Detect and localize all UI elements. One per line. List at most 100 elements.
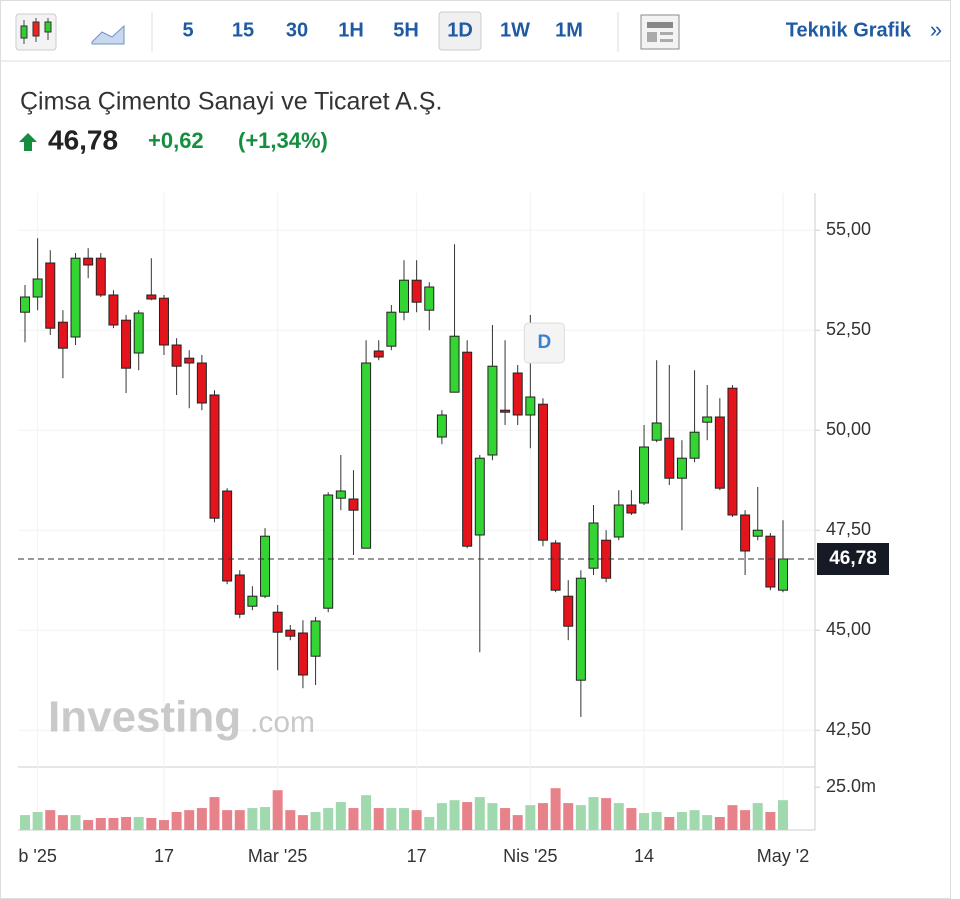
volume-bar (563, 803, 574, 830)
volume-bar (184, 810, 195, 830)
x-tick-label: 14 (634, 846, 654, 866)
volume-bar (651, 812, 662, 830)
technical-chart-link[interactable]: Teknik Grafik (786, 19, 912, 41)
candle-body (487, 365, 498, 456)
candle-body (285, 629, 296, 637)
volume-bar (260, 807, 271, 830)
candle-body (234, 574, 245, 615)
volume-bar (639, 813, 650, 830)
candle-body (184, 357, 195, 364)
annotation-box (523, 322, 565, 364)
volume-bar (323, 808, 334, 830)
candle-body (310, 620, 321, 657)
icon-line (660, 39, 673, 42)
candle-body (121, 319, 132, 369)
candle-body (95, 257, 106, 296)
volume-bar (714, 816, 725, 830)
x-tick-label: b '25 (18, 846, 56, 866)
candle-body (664, 437, 675, 479)
candle-body (222, 490, 233, 582)
last-price-label: 46,78 (829, 548, 877, 569)
volume-bar (158, 820, 169, 830)
candle-body (512, 372, 523, 416)
volume-bar (121, 816, 132, 830)
volume-bar (601, 798, 612, 830)
candle-body (550, 542, 561, 591)
candle-body (45, 262, 56, 329)
y-tick-label: 42,50 (826, 719, 871, 739)
icon-body (32, 21, 40, 37)
candle-body (689, 431, 700, 459)
line-icon[interactable] (91, 24, 125, 45)
volume-bar (297, 815, 308, 830)
candle-body (297, 632, 308, 676)
candle-body (399, 279, 409, 313)
volume-bar (209, 797, 220, 830)
candle-body (651, 422, 662, 441)
candle-body (639, 446, 650, 504)
candle-body (373, 350, 384, 358)
x-tick-label: May '2 (757, 846, 809, 866)
interval-button[interactable]: 1W (500, 19, 530, 41)
candle-body (108, 294, 119, 326)
candle-body (702, 416, 713, 423)
volume-bar (424, 816, 435, 830)
volume-bar (462, 802, 473, 830)
change-percent: (+1,34%) (238, 128, 328, 153)
candle-body (765, 535, 776, 588)
y-tick-label: 52,50 (826, 319, 871, 339)
interval-button[interactable]: 5H (393, 19, 419, 41)
candle-body (500, 409, 511, 413)
volume-bar (487, 803, 498, 830)
news-icon[interactable] (640, 14, 680, 50)
candle-body (247, 595, 258, 607)
candle-icon[interactable] (15, 13, 57, 51)
volume-bar (386, 808, 397, 830)
volume-bar (575, 805, 586, 830)
link-arrow[interactable]: » (930, 17, 942, 42)
interval-button[interactable]: 15 (232, 19, 254, 41)
volume-bar (702, 815, 713, 830)
volume-bar (588, 797, 599, 830)
candle-body (537, 403, 548, 541)
volume-bar (45, 810, 56, 830)
candle-body (158, 297, 169, 346)
volume-bar (373, 808, 384, 830)
candle-body (449, 335, 460, 393)
volume-bar (765, 812, 776, 830)
volume-tick-label: 25.0m (826, 776, 876, 796)
icon-line (647, 32, 657, 42)
candle-body (70, 257, 81, 338)
icon-body (20, 25, 28, 39)
interval-button[interactable]: 1M (555, 19, 583, 41)
volume-bar (550, 788, 561, 830)
interval-button[interactable]: 1D (447, 19, 473, 41)
interval-button[interactable]: 1H (338, 19, 364, 41)
volume-bar (778, 800, 788, 830)
volume-bar (676, 812, 687, 830)
interval-button[interactable]: 30 (286, 19, 308, 41)
candle-body (272, 611, 283, 633)
price: 46,78 (48, 124, 118, 155)
interval-button[interactable]: 5 (182, 19, 193, 41)
y-tick-label: 55,00 (826, 219, 871, 239)
volume-bar (411, 810, 422, 830)
candle-body (752, 529, 763, 537)
watermark-brand: Investing (48, 693, 241, 742)
volume-bar (247, 808, 258, 830)
candle-body (588, 522, 599, 569)
candle-body (20, 296, 30, 313)
volume-bar (474, 797, 485, 830)
candle-body (260, 535, 271, 597)
volume-bar (664, 816, 675, 830)
y-tick-label: 50,00 (826, 419, 871, 439)
volume-bar (436, 803, 447, 830)
candle-body (361, 362, 372, 549)
volume-bar (310, 812, 321, 830)
volume-bar (133, 816, 144, 830)
volume-bar (449, 800, 460, 830)
candle-body (323, 494, 334, 609)
volume-bar (525, 805, 536, 830)
